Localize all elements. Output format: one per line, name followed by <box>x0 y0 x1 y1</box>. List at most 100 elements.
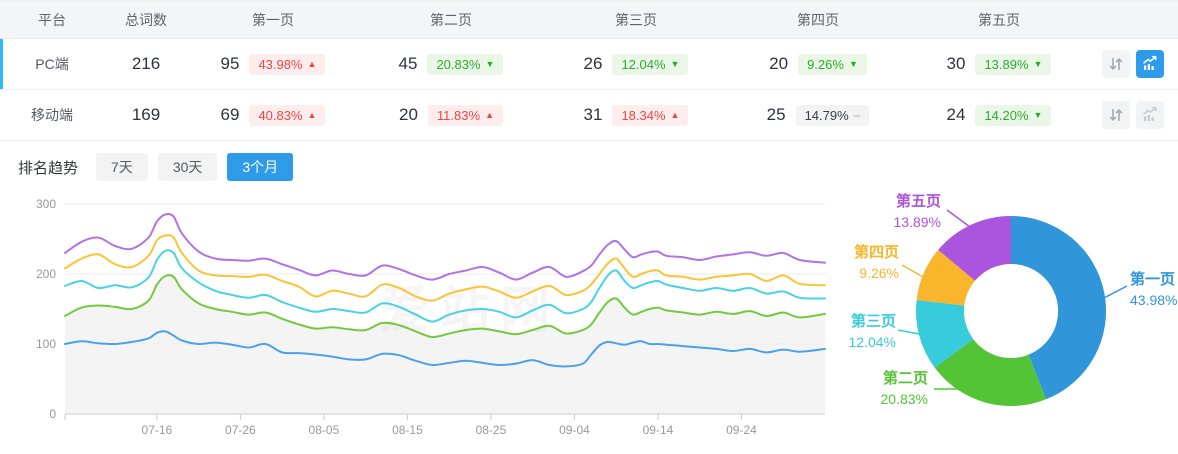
tab-7-days[interactable]: 7天 <box>96 153 148 181</box>
change-badge: 13.89% ▼ <box>975 53 1052 75</box>
donut-label-page3: 第三页 12.04% <box>848 313 896 350</box>
svg-text:08-05: 08-05 <box>309 423 340 437</box>
line-series-第三页 <box>64 249 826 323</box>
trend-arrow-icon: ▼ <box>485 58 495 69</box>
line-series-第五页 <box>64 212 826 281</box>
tab-3-months[interactable]: 3个月 <box>227 153 294 181</box>
table-header-row: 平台 总词数 第一页 第二页 第三页 第四页 第五页 <box>0 1 1178 39</box>
col-header-page5: 第五页 <box>978 11 1020 28</box>
svg-text:08-15: 08-15 <box>392 423 423 437</box>
platform-rank-table: 平台 总词数 第一页 第二页 第三页 第四页 第五页 PC端 216 95 43… <box>0 0 1178 141</box>
svg-text:300: 300 <box>36 197 56 211</box>
change-badge: 12.04% ▼ <box>612 53 689 75</box>
trend-section-title: 排名趋势 <box>18 159 79 177</box>
col-header-platform: 平台 <box>38 11 66 28</box>
col-header-page1: 第一页 <box>252 11 294 28</box>
trend-chart-button-inactive[interactable] <box>1136 101 1164 129</box>
line-series-第一页 <box>64 330 826 368</box>
donut-slice-第四页 <box>916 249 975 306</box>
trend-section-header: 排名趋势 7天 30天 3个月 <box>0 141 1178 187</box>
trend-arrow-icon: ▼ <box>848 58 858 69</box>
total-words-mobile: 169 <box>131 105 161 124</box>
table-row-mobile[interactable]: 移动端 169 69 40.83% ▲ 20 11.83% ▲ 31 18.34% ▲… <box>0 90 1178 141</box>
count-value: 24 <box>946 105 966 124</box>
count-value: 45 <box>398 54 418 73</box>
table-row-pc[interactable]: PC端 216 95 43.98% ▲ 45 20.83% ▼ 26 12.04% ▼… <box>0 39 1178 90</box>
trend-arrow-icon: ▼ <box>670 58 680 69</box>
donut-label-page5: 第五页 13.89% <box>893 193 941 230</box>
cell-mobile-page4: 25 14.79% – <box>728 104 908 126</box>
change-badge: 11.83% ▲ <box>427 104 503 126</box>
count-value: 31 <box>583 105 603 124</box>
svg-text:09-04: 09-04 <box>559 423 590 437</box>
trend-chart-icon <box>1143 106 1157 121</box>
sort-arrows-button[interactable] <box>1102 101 1130 129</box>
col-header-page2: 第二页 <box>430 11 472 28</box>
col-header-total-words: 总词数 <box>125 11 167 28</box>
donut-slice-第三页 <box>915 300 974 368</box>
count-value: 26 <box>583 54 603 73</box>
line-series-第二页 <box>64 274 826 339</box>
cell-pc-page5: 30 13.89% ▼ <box>908 53 1090 75</box>
cell-mobile-page5: 24 14.20% ▼ <box>908 104 1090 126</box>
line-series-第四页 <box>64 234 826 302</box>
svg-text:07-26: 07-26 <box>225 423 256 437</box>
page-distribution-donut-chart: 第一页 43.98% 第二页 20.83% 第三页 12.04% 第四页 9.2… <box>840 187 1178 454</box>
count-value: 20 <box>769 54 789 73</box>
change-badge: 20.83% ▼ <box>427 53 504 75</box>
change-badge: 18.34% ▲ <box>612 104 689 126</box>
svg-text:200: 200 <box>36 267 56 281</box>
donut-slice-第一页 <box>1011 215 1107 400</box>
trend-arrow-icon: – <box>853 108 861 122</box>
trend-arrow-icon: ▲ <box>307 109 317 120</box>
count-value: 25 <box>766 105 786 124</box>
cell-pc-page2: 45 20.83% ▼ <box>358 53 544 75</box>
row-actions-mobile <box>1090 101 1178 129</box>
rank-trend-line-chart: 0 100 200 300 07-16 07-26 08-05 08-15 08-25 09-04… <box>0 187 840 454</box>
cell-pc-page3: 26 12.04% ▼ <box>544 53 728 75</box>
svg-text:09-14: 09-14 <box>643 423 674 437</box>
trend-chart-icon <box>1143 55 1157 70</box>
donut-label-page1: 第一页 43.98% <box>1130 271 1178 308</box>
donut-label-page4: 第四页 9.26% <box>853 244 899 281</box>
svg-text:07-16: 07-16 <box>142 423 173 437</box>
trend-arrow-icon: ▼ <box>1033 58 1043 69</box>
change-badge: 14.20% ▼ <box>975 104 1052 126</box>
sort-arrows-icon <box>1109 57 1123 71</box>
svg-text:0: 0 <box>49 407 56 421</box>
donut-slice-第五页 <box>938 215 1011 281</box>
count-value: 69 <box>220 105 240 124</box>
trend-arrow-icon: ▲ <box>307 58 317 69</box>
sort-arrows-icon <box>1109 108 1123 122</box>
cell-mobile-page2: 20 11.83% ▲ <box>358 104 544 126</box>
count-value: 30 <box>946 54 966 73</box>
donut-label-page2: 第二页 20.83% <box>880 370 928 407</box>
active-row-accent-bar <box>0 39 3 89</box>
row-actions-pc <box>1090 50 1178 78</box>
trend-chart-button-active[interactable] <box>1136 50 1164 78</box>
count-value: 95 <box>220 54 240 73</box>
col-header-page4: 第四页 <box>797 11 839 28</box>
sort-arrows-button[interactable] <box>1102 50 1130 78</box>
change-badge: 40.83% ▲ <box>249 104 326 126</box>
row-accent-bar <box>0 90 3 140</box>
change-badge: 43.98% ▲ <box>249 53 326 75</box>
cell-mobile-page1: 69 40.83% ▲ <box>188 104 358 126</box>
trend-arrow-icon: ▼ <box>1033 109 1043 120</box>
svg-text:08-25: 08-25 <box>476 423 507 437</box>
trend-arrow-icon: ▲ <box>485 109 494 120</box>
cell-pc-page1: 95 43.98% ▲ <box>188 53 358 75</box>
donut-chart-svg <box>897 209 1128 407</box>
cell-mobile-page3: 31 18.34% ▲ <box>544 104 728 126</box>
charts-area: 0 100 200 300 07-16 07-26 08-05 08-15 08-25 09-04… <box>0 187 1178 454</box>
change-badge: 9.26% ▼ <box>798 53 867 75</box>
svg-text:100: 100 <box>36 337 56 351</box>
platform-label-mobile: 移动端 <box>31 107 73 123</box>
total-words-pc: 216 <box>131 54 161 73</box>
tab-30-days[interactable]: 30天 <box>157 153 218 181</box>
line-chart-svg: 0 100 200 300 07-16 07-26 08-05 08-15 08-25 09-04… <box>36 197 826 437</box>
cell-pc-page4: 20 9.26% ▼ <box>728 53 908 75</box>
change-badge: 14.79% – <box>795 104 870 126</box>
count-value: 20 <box>399 105 418 124</box>
